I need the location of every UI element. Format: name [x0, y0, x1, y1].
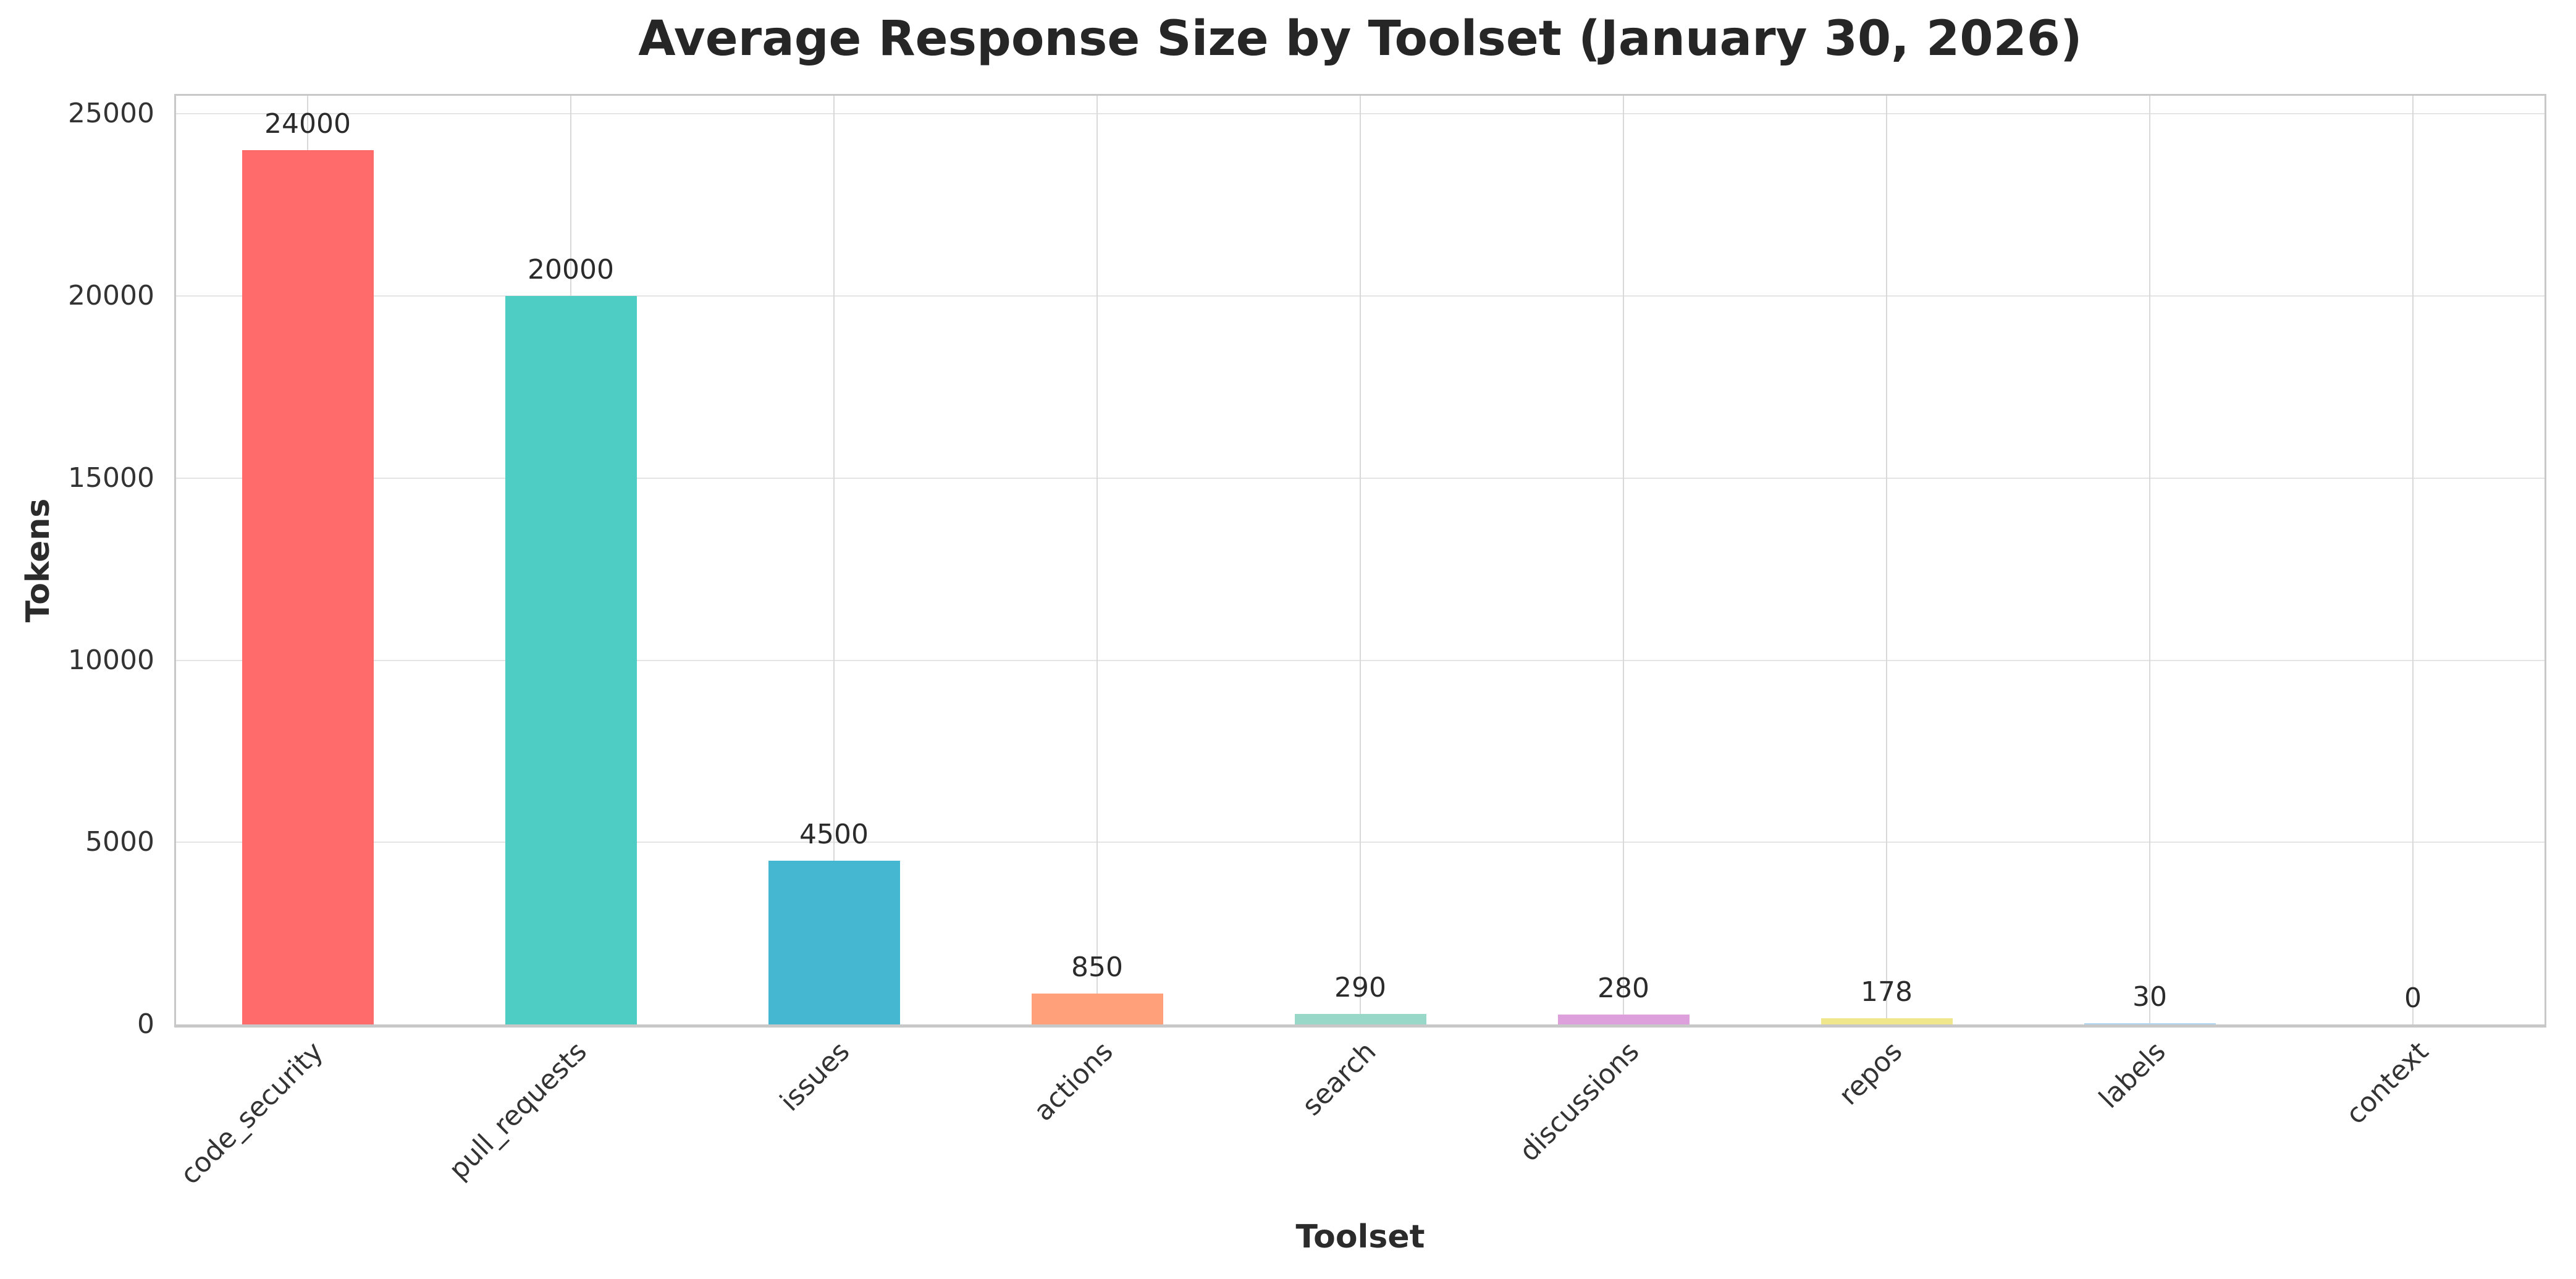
y-tick-label: 20000 — [68, 280, 154, 312]
x-tick-label-code_security: code_security — [174, 1036, 330, 1191]
bar-value-label: 280 — [1597, 972, 1649, 1004]
v-gridline — [1360, 96, 1361, 1024]
x-tick-label-pull_requests: pull_requests — [442, 1036, 593, 1186]
y-tick-label: 5000 — [85, 826, 154, 858]
y-tick-label: 25000 — [68, 98, 154, 130]
x-tick-label-context: context — [2340, 1036, 2435, 1131]
bar-value-label: 850 — [1071, 951, 1123, 983]
bar-labels — [2084, 1023, 2216, 1024]
v-gridline — [1096, 96, 1098, 1024]
v-gridline — [1623, 96, 1624, 1024]
bar-value-label: 4500 — [799, 818, 869, 850]
v-gridline — [2412, 96, 2414, 1024]
y-tick-label: 0 — [137, 1008, 154, 1040]
bar-value-label: 24000 — [264, 108, 351, 140]
bar-search — [1294, 1013, 1426, 1024]
x-tick-label-repos: repos — [1833, 1036, 1909, 1112]
y-tick-label: 15000 — [68, 462, 154, 494]
chart-title: Average Response Size by Toolset (Januar… — [638, 11, 2082, 67]
bar-actions — [1031, 993, 1163, 1024]
bar-pull_requests — [505, 296, 637, 1024]
v-gridline — [2149, 96, 2150, 1024]
bar-issues — [768, 860, 900, 1024]
v-gridline — [833, 96, 835, 1024]
bar-value-label: 290 — [1334, 971, 1386, 1003]
x-tick-label-actions: actions — [1027, 1036, 1119, 1128]
bar-discussions — [1557, 1014, 1690, 1024]
x-tick-label-issues: issues — [774, 1036, 856, 1118]
bar-code_security — [242, 150, 374, 1024]
bar-repos — [1820, 1018, 1953, 1024]
bar-value-label: 178 — [1861, 976, 1913, 1008]
bar-value-label: 0 — [2404, 982, 2422, 1014]
y-tick-label: 10000 — [68, 644, 154, 676]
bar-value-label: 30 — [2132, 981, 2167, 1013]
plot-area: 24000 20000 4500 850 290 280 178 30 0 — [174, 94, 2546, 1028]
v-gridline — [1886, 96, 1887, 1024]
x-tick-label-discussions: discussions — [1513, 1036, 1646, 1168]
bar-value-label: 20000 — [528, 254, 614, 286]
x-tick-label-search: search — [1295, 1036, 1383, 1122]
x-axis-title: Toolset — [1295, 1218, 1425, 1256]
y-axis-title: Tokens — [20, 498, 57, 623]
x-tick-label-labels: labels — [2092, 1036, 2172, 1115]
